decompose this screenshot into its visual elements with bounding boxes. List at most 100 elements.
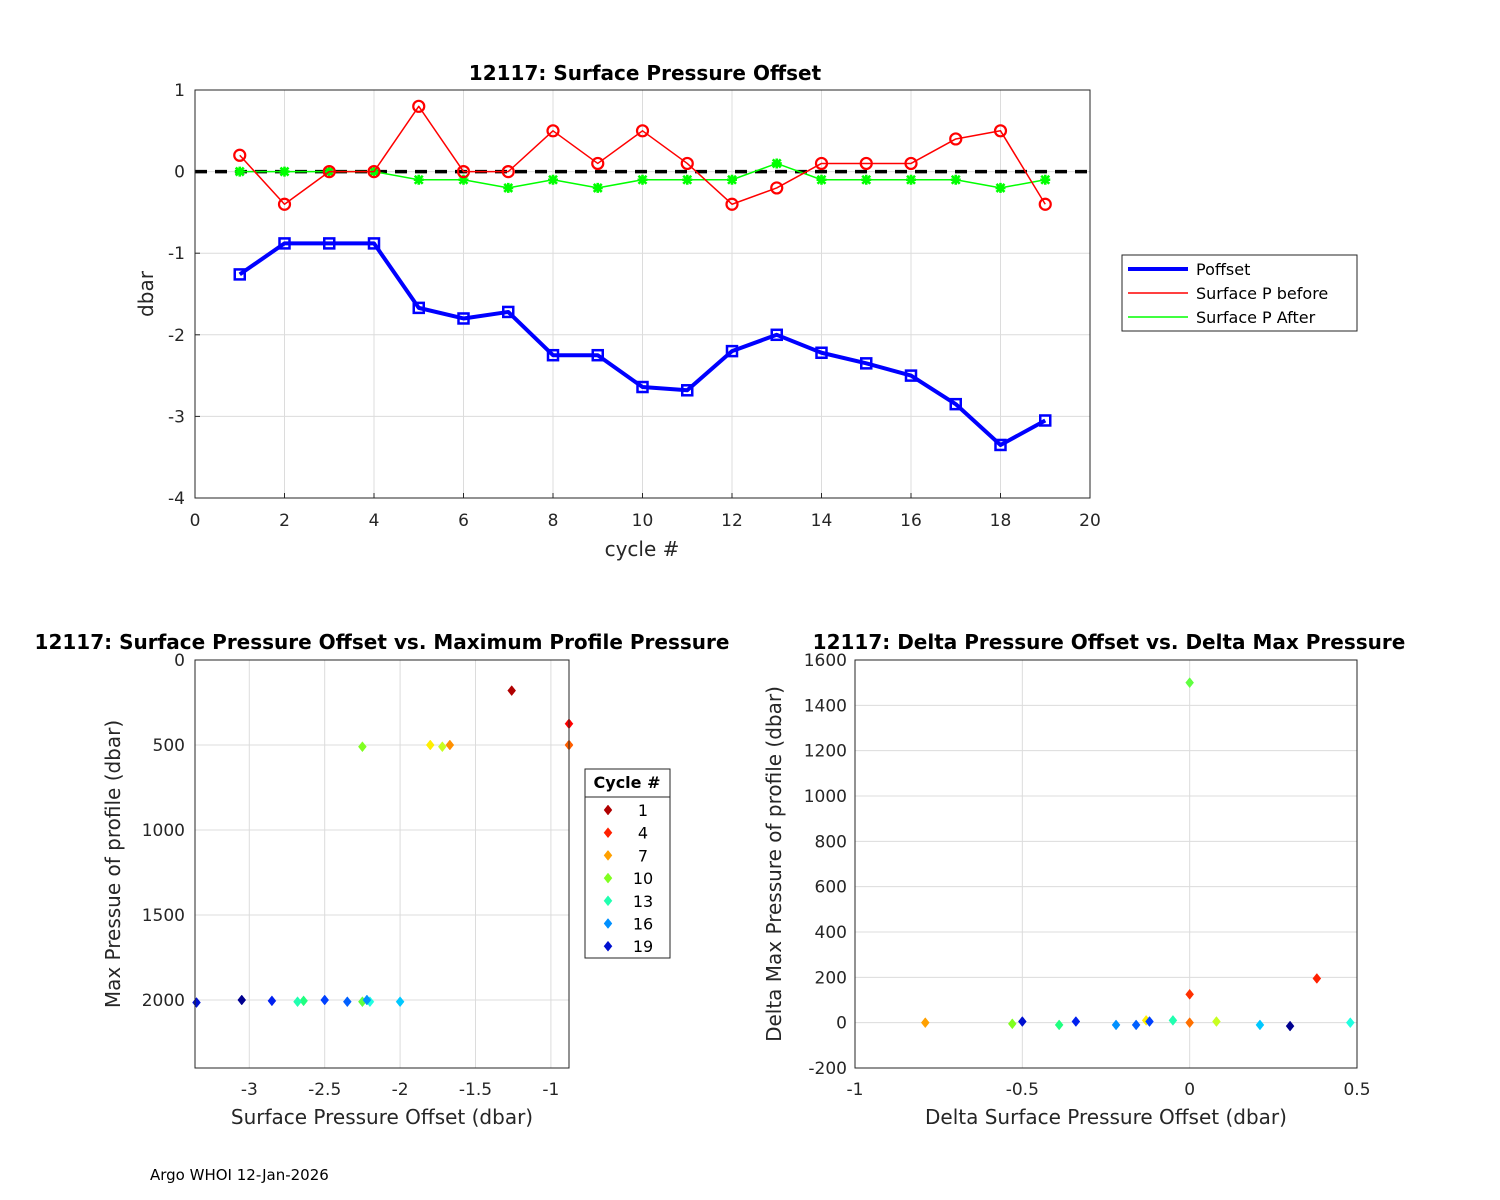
delta-scatter-point-12 — [1255, 1019, 1265, 1031]
marker-surface-p-after — [637, 174, 648, 185]
marker-surface-p-before — [859, 156, 873, 171]
marker-poffset — [278, 237, 291, 250]
marker-surface-p-before — [456, 165, 471, 179]
plot2-title: 12117: Surface Pressure Offset vs. Maxim… — [35, 630, 730, 654]
marker-poffset — [1039, 414, 1052, 427]
legend-label-poffset: Poffset — [1196, 260, 1250, 279]
scatter-point-cycle-18 — [192, 997, 201, 1008]
legend-marker-cycle-1 — [603, 804, 613, 816]
plot2-xtick-label: -1.5 — [459, 1080, 492, 1100]
marker-surface-p-before — [322, 165, 336, 179]
plot2-xtick-label: -3 — [241, 1080, 258, 1100]
marker-poffset — [949, 397, 962, 411]
plot1-xtick-label: 18 — [990, 511, 1012, 531]
delta-scatter-point-17 — [1018, 1016, 1027, 1027]
plot3-tick-labels: -1 -0.5 0 0.5 -200 0 200 400 600 800 1000 1200 1400 1… — [804, 651, 1371, 1100]
scatter-point-cycle-8 — [358, 741, 367, 753]
marker-poffset — [502, 305, 515, 319]
plot3-ytick-label: 0 — [836, 1014, 847, 1034]
marker-surface-p-before — [501, 165, 515, 179]
plot2-ytick-label: 2000 — [142, 991, 185, 1011]
plot2-xtick-label: -1 — [542, 1080, 559, 1100]
plot1-ytick-label: -1 — [168, 244, 185, 264]
marker-surface-p-before — [635, 124, 650, 138]
delta-scatter-point-1 — [1312, 973, 1322, 984]
marker-surface-p-before — [814, 156, 829, 171]
marker-surface-p-after — [950, 174, 961, 185]
legend-marker-cycle-13 — [603, 895, 613, 907]
marker-surface-p-after — [413, 174, 424, 185]
marker-surface-p-after — [234, 166, 245, 177]
marker-poffset — [904, 369, 918, 382]
marker-poffset — [591, 348, 604, 362]
plot3-ytick-label: -200 — [808, 1059, 847, 1079]
marker-surface-p-after — [906, 174, 916, 185]
plot2-axes-background — [195, 660, 569, 1068]
plot2-ytick-label: 1000 — [142, 821, 185, 841]
marker-poffset — [860, 357, 873, 370]
scatter-point-cycle-17 — [267, 995, 277, 1007]
plot2-legend: Cycle # 1 4 7 10 13 16 19 — [584, 768, 671, 959]
scatter-point-cycle-13 — [395, 996, 405, 1008]
plot3-ytick-label: 600 — [815, 878, 847, 898]
plot2-legend-box — [584, 768, 671, 959]
plot1-legend: Poffset Surface P before Surface P After — [1121, 254, 1358, 332]
plot2-xtick-label: -2.5 — [308, 1080, 341, 1100]
marker-poffset — [233, 268, 246, 281]
plot2-ylabel: Max Pressue of profile (dbar) — [101, 720, 125, 1008]
plot2-xtick-label: -2 — [392, 1080, 409, 1100]
plot1-ytick-label: -3 — [168, 407, 185, 427]
legend-marker-cycle-7 — [603, 849, 613, 861]
legend-label-cycle-19: 19 — [633, 937, 653, 956]
plot2-ytick-label: 0 — [174, 651, 185, 671]
plot3-axes-background — [855, 660, 1357, 1068]
marker-surface-p-after — [727, 174, 737, 185]
legend-label-cycle-1: 1 — [638, 801, 648, 820]
scatter-point-cycle-7 — [438, 741, 447, 753]
offset-vs-max-pressure-plot: -3 -2.5 -2 -1.5 -1 0 500 1000 1500 2000 12117: Su… — [35, 630, 730, 1129]
marker-poffset — [770, 328, 783, 342]
plot1-xtick-label: 8 — [548, 511, 559, 531]
plot1-xtick-label: 10 — [632, 511, 654, 531]
plot1-xtick-label: 2 — [279, 511, 290, 531]
marker-surface-p-before — [725, 197, 739, 211]
marker-surface-p-after — [592, 182, 603, 193]
plot1-xtick-label: 0 — [190, 511, 201, 531]
plot3-xtick-label: -0.5 — [1006, 1080, 1039, 1100]
legend-label-cycle-13: 13 — [633, 892, 653, 911]
marker-surface-p-before — [367, 165, 381, 179]
marker-surface-p-after — [548, 174, 558, 185]
plot3-title: 12117: Delta Pressure Offset vs. Delta M… — [813, 630, 1406, 654]
legend-marker-cycle-16 — [603, 918, 613, 929]
series-line-poffset — [238, 241, 1047, 447]
delta-scatter-point-10 — [1168, 1014, 1178, 1026]
marker-surface-p-before — [904, 156, 918, 171]
delta-scatter-point-4 — [920, 1017, 930, 1029]
legend-label-cycle-16: 16 — [633, 915, 653, 934]
plot3-xlabel: Delta Surface Pressure Offset (dbar) — [925, 1105, 1287, 1129]
delta-scatter-point-7 — [1185, 677, 1194, 689]
delta-scatter-point-8 — [1007, 1018, 1017, 1030]
delta-scatter-point-6 — [1212, 1016, 1221, 1027]
legend-marker-cycle-10 — [603, 872, 613, 884]
marker-poffset — [681, 384, 694, 397]
marker-poffset — [994, 438, 1007, 452]
plot2-xlabel: Surface Pressure Offset (dbar) — [231, 1105, 533, 1129]
marker-surface-p-after — [1040, 174, 1051, 185]
marker-surface-p-before — [949, 132, 963, 146]
scatter-point-cycle-19 — [237, 994, 247, 1006]
marker-surface-p-after — [458, 174, 469, 185]
plot3-xtick-label: 0 — [1184, 1080, 1195, 1100]
plot1-xtick-label: 14 — [811, 511, 833, 531]
marker-poffset — [367, 237, 381, 250]
marker-surface-p-before — [546, 124, 560, 138]
plot1-ytick-label: 0 — [174, 163, 185, 183]
legend-label-surface-p-after: Surface P After — [1196, 308, 1316, 327]
legend-marker-cycle-19 — [603, 940, 613, 952]
legend-label-cycle-4: 4 — [638, 824, 648, 843]
marker-surface-p-after — [279, 166, 290, 177]
marker-surface-p-before — [233, 148, 247, 162]
plot1-xtick-label: 20 — [1079, 511, 1101, 531]
plot1-ytick-label: 1 — [174, 81, 185, 101]
